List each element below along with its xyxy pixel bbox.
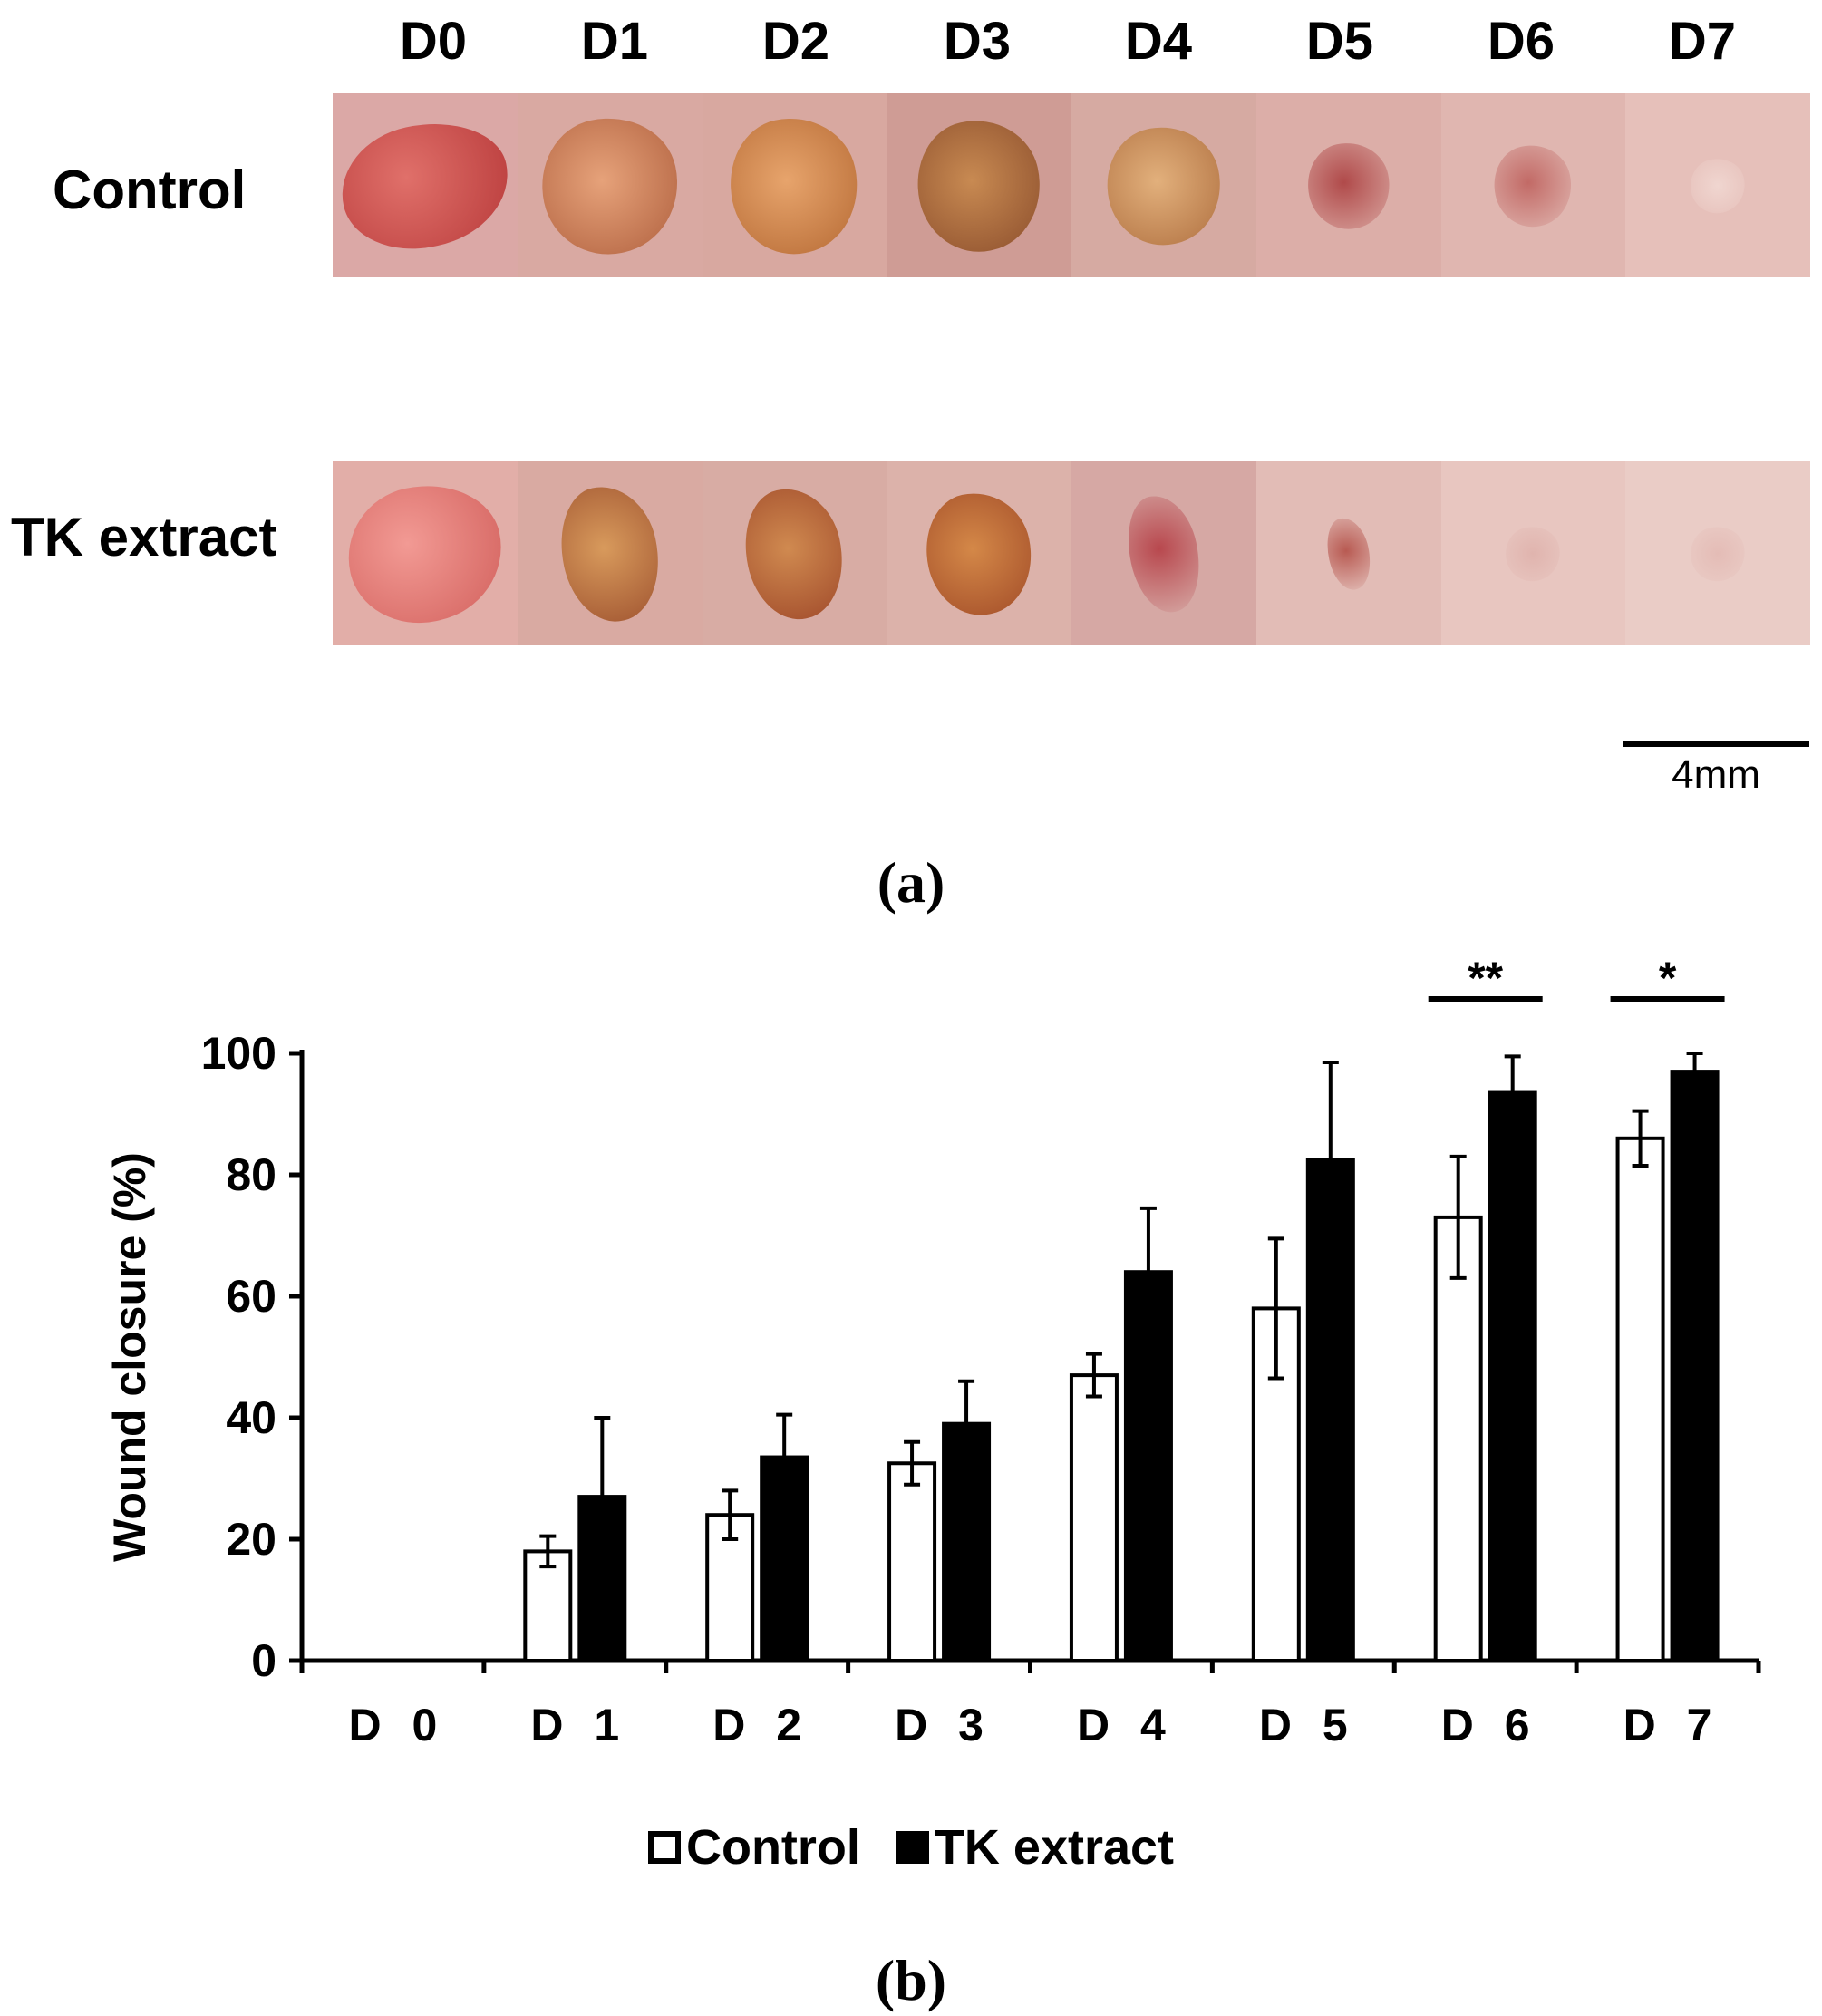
bar-tk-extract bbox=[1305, 1158, 1355, 1662]
scale-bar-label: 4mm bbox=[1672, 752, 1760, 797]
wound-photo bbox=[517, 461, 703, 645]
x-tick-label: D 0 bbox=[349, 1700, 447, 1750]
day-label-d3: D3 bbox=[943, 12, 1012, 71]
x-tick-label: D 4 bbox=[1077, 1700, 1175, 1750]
wound-photo bbox=[887, 93, 1071, 277]
legend-label-tk-extract: TK extract bbox=[934, 1820, 1175, 1875]
x-tick-label: D 1 bbox=[530, 1700, 628, 1750]
scale-bar bbox=[1623, 741, 1809, 747]
legend-swatch-control bbox=[647, 1831, 681, 1864]
photo-strip-tk-extract bbox=[333, 461, 1810, 645]
bar-control bbox=[1069, 1373, 1119, 1662]
y-tick-label: 20 bbox=[226, 1514, 276, 1565]
wound-photo bbox=[1625, 461, 1810, 645]
chart-legend: Control TK extract bbox=[0, 1819, 1822, 1875]
y-tick-label: 100 bbox=[201, 1028, 276, 1079]
wound-photo bbox=[333, 461, 518, 645]
wound-photo bbox=[1255, 93, 1441, 277]
legend-swatch-tk-extract bbox=[896, 1831, 929, 1864]
day-label-d6: D6 bbox=[1487, 12, 1555, 71]
bar-tk-extract bbox=[577, 1495, 627, 1662]
y-axis-label: Wound closure (%) bbox=[104, 1152, 155, 1562]
day-label-d2: D2 bbox=[761, 12, 830, 71]
wound-photo bbox=[1625, 93, 1810, 277]
y-tick-label: 80 bbox=[226, 1149, 276, 1200]
panel-a-caption: (a) bbox=[877, 850, 945, 915]
wound-photo bbox=[702, 93, 887, 277]
y-tick-label: 0 bbox=[251, 1635, 276, 1686]
wound-photo bbox=[1071, 461, 1256, 645]
bar-tk-extract bbox=[1670, 1070, 1720, 1663]
wound-photo bbox=[1255, 461, 1441, 645]
bar-control bbox=[1433, 1215, 1483, 1662]
bar-chart: 0 20 40 60 80 100 Wound closure (%) D 0 D 1 D 2 D … bbox=[104, 953, 1761, 1750]
bar-control bbox=[887, 1461, 937, 1662]
day-label-d1: D1 bbox=[580, 12, 649, 71]
bar-tk-extract bbox=[760, 1455, 809, 1662]
wound-photo bbox=[887, 461, 1071, 645]
wound-photo bbox=[702, 461, 887, 645]
wound-photo bbox=[1440, 93, 1626, 277]
bar-tk-extract bbox=[1123, 1270, 1173, 1662]
bar-control bbox=[705, 1513, 755, 1663]
wound-photo bbox=[1071, 93, 1256, 277]
row-label-control: Control bbox=[53, 160, 247, 220]
legend-item-control: Control bbox=[647, 1819, 860, 1875]
photo-strip-control bbox=[333, 93, 1810, 277]
wound-photo bbox=[517, 93, 703, 277]
x-tick-label: D 5 bbox=[1259, 1700, 1357, 1750]
panel-b-caption: (b) bbox=[875, 1948, 947, 2012]
y-tick-label: 60 bbox=[226, 1271, 276, 1322]
x-tick-label: D 6 bbox=[1441, 1700, 1539, 1750]
wound-photo bbox=[1440, 461, 1626, 645]
x-tick-label: D 3 bbox=[895, 1700, 993, 1750]
panel-b-chart: 0 20 40 60 80 100 Wound closure (%) D 0 D 1 D 2 D … bbox=[0, 925, 1822, 2016]
day-label-d5: D5 bbox=[1305, 12, 1374, 71]
x-tick-label: D 7 bbox=[1623, 1700, 1721, 1750]
y-tick-label: 40 bbox=[226, 1392, 276, 1443]
bar-tk-extract bbox=[1488, 1090, 1537, 1663]
day-label-d7: D7 bbox=[1668, 12, 1737, 71]
legend-label-control: Control bbox=[685, 1820, 860, 1875]
day-label-d4: D4 bbox=[1124, 12, 1193, 71]
significance-label: ** bbox=[1468, 953, 1503, 1003]
legend-item-tk-extract: TK extract bbox=[896, 1819, 1174, 1875]
day-label-d0: D0 bbox=[399, 12, 468, 71]
bar-control bbox=[523, 1549, 573, 1663]
row-label-tk-extract: TK extract bbox=[11, 507, 277, 567]
x-tick-label: D 2 bbox=[712, 1700, 810, 1750]
significance-label: * bbox=[1659, 953, 1677, 1003]
bar-control bbox=[1615, 1136, 1665, 1663]
bar-control bbox=[1251, 1306, 1301, 1662]
bar-tk-extract bbox=[942, 1421, 992, 1662]
wound-photo bbox=[333, 93, 518, 277]
panel-a-photo-grid: D0 D1 D2 D3 D4 D5 D6 D7 Control TK extra… bbox=[0, 0, 1822, 925]
